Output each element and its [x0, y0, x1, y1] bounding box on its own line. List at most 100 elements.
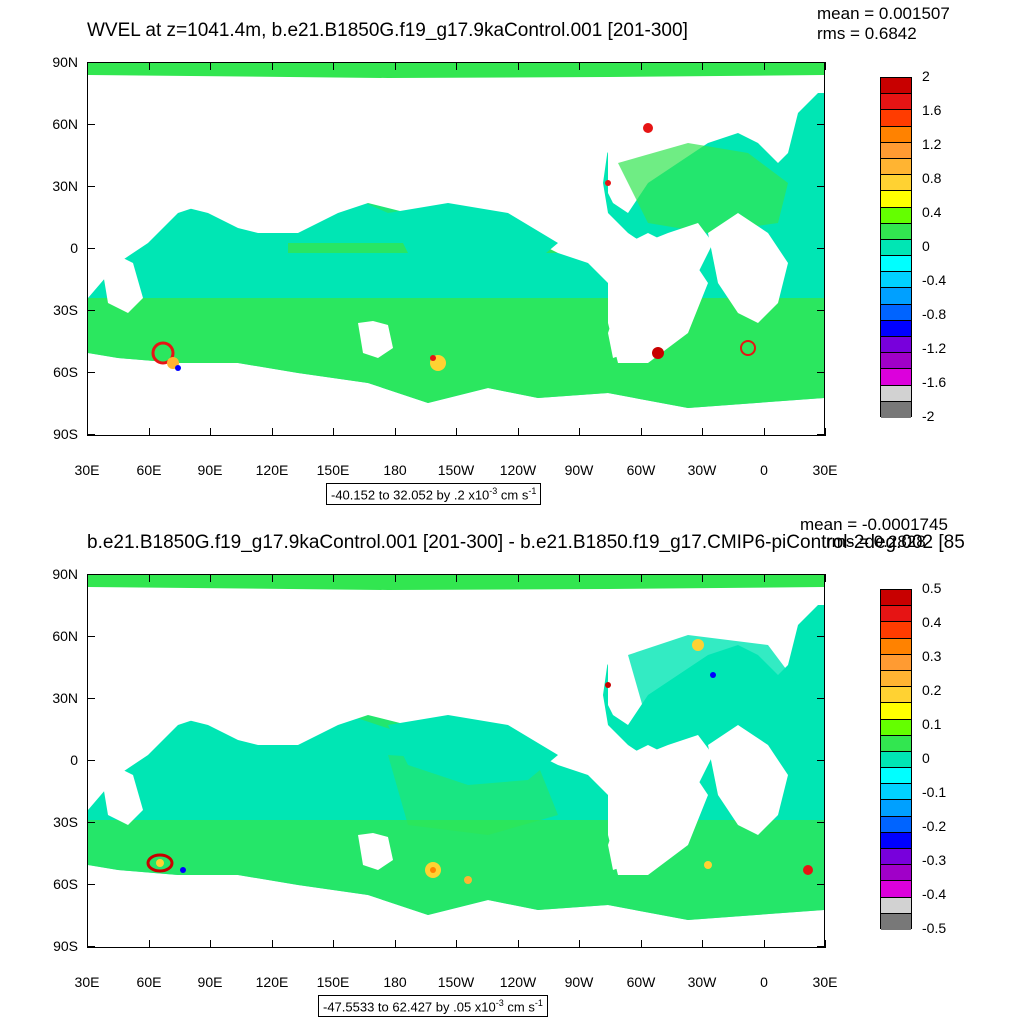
bottom-xlab-3: 120E	[255, 974, 289, 990]
x-tick	[394, 62, 396, 70]
bottom-info-exp: -3	[495, 998, 504, 1008]
top-xlab-6: 150W	[437, 462, 475, 478]
x-tick	[579, 574, 580, 582]
cbar-bottom-swatch	[881, 881, 911, 898]
bottom-map-field	[88, 575, 824, 947]
bottom-cb-label-2: 0.3	[922, 648, 942, 664]
cbar-bottom-swatch	[881, 638, 911, 655]
x-tick	[825, 574, 826, 582]
bottom-ylab-6: 90S	[53, 938, 78, 954]
y-tick	[817, 574, 825, 575]
top-colorbar	[880, 77, 912, 418]
top-xlab-5: 180	[383, 462, 407, 478]
cbar-top-swatch	[881, 207, 911, 224]
y-tick	[87, 636, 95, 637]
x-tick	[517, 574, 519, 582]
bottom-xlab-8: 90W	[564, 974, 594, 990]
top-cb-label-5: 0	[922, 238, 930, 254]
bottom-xlab-7: 120W	[499, 974, 537, 990]
bottom-xlab-12: 30E	[812, 974, 838, 990]
top-cb-label-8: -1.2	[922, 340, 947, 356]
top-xlab-3: 120E	[255, 462, 289, 478]
top-cb-label-9: -1.6	[922, 374, 947, 390]
cbar-bottom-swatch	[881, 800, 911, 817]
x-tick	[210, 62, 211, 70]
cbar-top-swatch	[881, 385, 911, 402]
top-ylab-5: 60S	[53, 364, 78, 380]
x-tick	[640, 574, 642, 582]
bottom-xlab-5: 180	[383, 974, 407, 990]
y-tick	[87, 822, 95, 823]
cbar-top-swatch	[881, 272, 911, 289]
top-ylab-6: 90S	[53, 426, 78, 442]
cbar-bottom-swatch	[881, 784, 911, 801]
bottom-map-panel: b.e21.B1850G.f19_g17.9kaControl.001 [201…	[0, 512, 1024, 1024]
bottom-cb-label-7: -0.2	[922, 818, 947, 834]
cbar-bottom-swatch	[881, 687, 911, 704]
bottom-ylab-5: 60S	[53, 876, 78, 892]
cbar-top-swatch	[881, 320, 911, 337]
y-tick	[87, 698, 95, 699]
x-tick	[702, 62, 703, 70]
cbar-top-swatch	[881, 110, 911, 127]
bottom-colorbar	[880, 589, 912, 930]
x-tick	[148, 62, 150, 70]
y-tick	[817, 884, 825, 885]
y-tick	[87, 62, 95, 63]
top-ylab-1: 60N	[52, 116, 78, 132]
top-info-unit-exp: -1	[528, 486, 537, 496]
top-hotspots	[151, 123, 756, 371]
x-tick	[825, 62, 826, 70]
cbar-top-swatch	[881, 142, 911, 159]
bottom-cb-label-5: 0	[922, 750, 930, 766]
y-tick	[87, 124, 95, 125]
top-cb-label-4: 0.4	[922, 204, 942, 220]
x-tick	[394, 428, 396, 436]
y-tick	[817, 946, 825, 947]
y-tick	[87, 310, 95, 311]
cbar-top-swatch	[881, 239, 911, 257]
x-tick	[640, 62, 642, 70]
top-ylab-0: 90N	[52, 54, 78, 70]
x-tick	[333, 62, 334, 70]
cbar-bottom-swatch	[881, 622, 911, 639]
x-tick	[148, 940, 150, 948]
bottom-xlab-0: 30E	[74, 974, 100, 990]
top-xlab-7: 120W	[499, 462, 537, 478]
y-tick	[817, 186, 825, 187]
x-tick	[148, 428, 150, 436]
bottom-cb-label-4: 0.1	[922, 716, 942, 732]
x-tick	[333, 574, 334, 582]
x-tick	[271, 940, 273, 948]
y-tick	[817, 248, 825, 249]
cbar-bottom-swatch	[881, 768, 911, 785]
cbar-bottom-swatch	[881, 654, 911, 671]
bottom-xlab-2: 90E	[197, 974, 223, 990]
cbar-bottom-swatch	[881, 913, 911, 930]
bottom-cb-label-10: -0.5	[922, 920, 947, 936]
cbar-top-swatch	[881, 175, 911, 192]
x-tick	[456, 428, 457, 436]
bottom-cb-label-1: 0.4	[922, 614, 942, 630]
bottom-ylab-4: 30S	[53, 814, 78, 830]
bottom-xlab-1: 60E	[136, 974, 162, 990]
x-tick	[579, 62, 580, 70]
bottom-hotspots	[146, 639, 813, 884]
cbar-bottom-swatch	[881, 865, 911, 882]
cbar-top-swatch	[881, 126, 911, 143]
x-tick	[763, 62, 765, 70]
top-xlab-2: 90E	[197, 462, 223, 478]
y-tick	[87, 186, 95, 187]
y-tick	[817, 760, 825, 761]
cbar-top-swatch	[881, 191, 911, 208]
top-xlab-12: 30E	[812, 462, 838, 478]
x-tick	[579, 428, 580, 436]
x-tick	[640, 428, 642, 436]
x-tick	[702, 428, 703, 436]
y-tick	[87, 946, 95, 947]
top-cb-label-3: 0.8	[922, 170, 942, 186]
x-tick	[517, 428, 519, 436]
bottom-ylab-2: 30N	[52, 690, 78, 706]
bottom-ylab-3: 0	[70, 752, 78, 768]
x-tick	[394, 574, 396, 582]
